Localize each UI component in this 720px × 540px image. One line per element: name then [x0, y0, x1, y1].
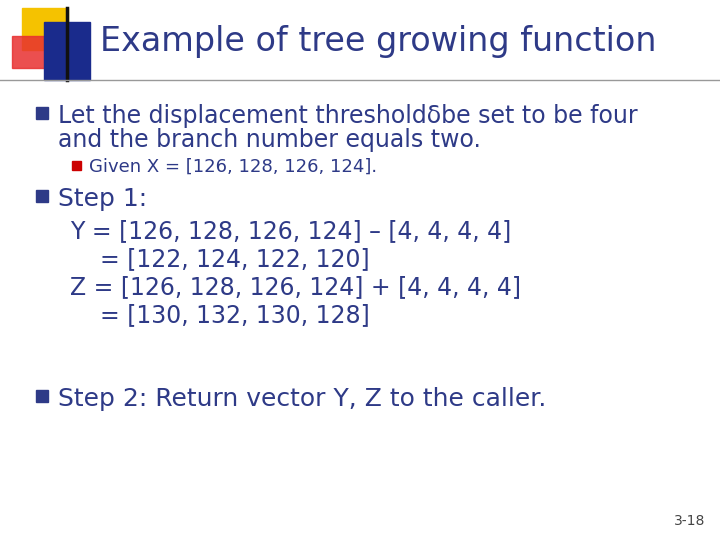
Bar	[36, 390, 48, 402]
Text: Let the displacement thresholdδbe set to be four: Let the displacement thresholdδbe set to…	[58, 104, 638, 128]
Text: and the branch number equals two.: and the branch number equals two.	[58, 128, 481, 152]
Bar	[36, 190, 48, 202]
Text: Given X = [126, 128, 126, 124].: Given X = [126, 128, 126, 124].	[89, 158, 377, 176]
Bar	[44, 22, 90, 80]
Text: Step 1:: Step 1:	[58, 187, 147, 211]
Text: = [130, 132, 130, 128]: = [130, 132, 130, 128]	[100, 303, 370, 327]
Text: Example of tree growing function: Example of tree growing function	[100, 25, 657, 58]
Text: Step 2: Return vector Y, Z to the caller.: Step 2: Return vector Y, Z to the caller…	[58, 387, 546, 411]
Bar	[72, 161, 81, 170]
Bar	[36, 107, 48, 119]
Bar	[12, 36, 58, 68]
Text: = [122, 124, 122, 120]: = [122, 124, 122, 120]	[100, 247, 369, 271]
Text: 3-18: 3-18	[674, 514, 705, 528]
Text: Y = [126, 128, 126, 124] – [4, 4, 4, 4]: Y = [126, 128, 126, 124] – [4, 4, 4, 4]	[70, 219, 511, 243]
Bar	[22, 8, 68, 50]
Text: Z = [126, 128, 126, 124] + [4, 4, 4, 4]: Z = [126, 128, 126, 124] + [4, 4, 4, 4]	[70, 275, 521, 299]
